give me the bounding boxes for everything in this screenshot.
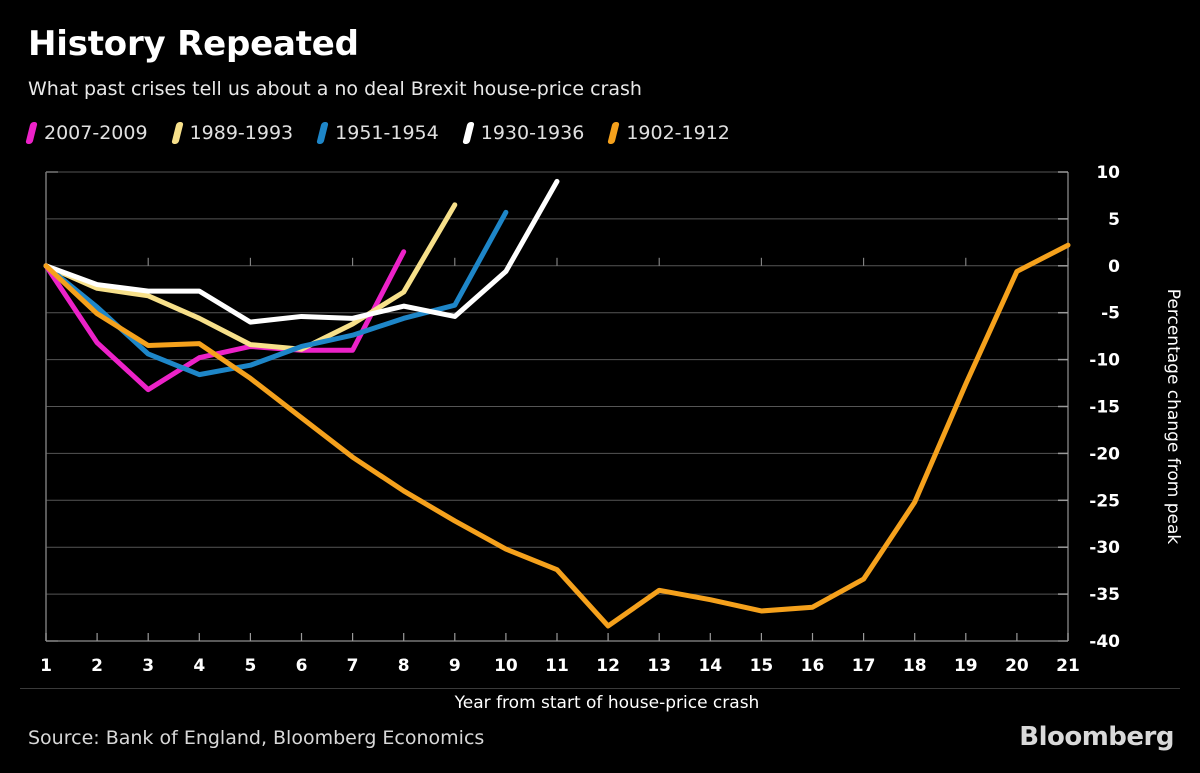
y-axis-tick-label: -10 (1089, 351, 1120, 371)
legend-swatch-icon (170, 122, 184, 144)
x-axis-tick-label: 15 (750, 656, 774, 676)
bloomberg-logo: Bloomberg (1019, 722, 1174, 752)
series-line-1930-1936[interactable] (43, 178, 560, 325)
legend-swatch-icon (25, 122, 38, 144)
legend-item-1989-1993[interactable]: 1989-1993 (170, 122, 294, 144)
y-axis-tick-label: -20 (1089, 444, 1120, 464)
x-axis-tick-label: 21 (1056, 656, 1080, 676)
page-title: History Repeated (28, 24, 359, 64)
x-axis-tick-label: 13 (647, 656, 671, 676)
y-axis-tick-label: 0 (1108, 257, 1120, 277)
legend-item-1930-1936[interactable]: 1930-1936 (461, 122, 585, 144)
source-note: Source: Bank of England, Bloomberg Econo… (28, 727, 485, 749)
y-axis-tick-label: 5 (1108, 210, 1120, 230)
chart-legend: 2007-2009 1989-1993 1951-1954 1930-1936 1902… (25, 122, 730, 144)
x-axis-title: Year from start of house-price crash (454, 693, 760, 713)
series-line-1951-1954[interactable] (43, 209, 509, 378)
legend-label: 1989-1993 (189, 122, 294, 144)
x-axis-tick-label: 11 (545, 656, 569, 676)
x-axis-tick-label: 17 (852, 656, 876, 676)
legend-swatch-icon (461, 122, 475, 144)
x-axis-tick-label: 4 (193, 656, 205, 676)
y-axis-tick-label: 10 (1096, 163, 1120, 183)
x-axis-tick-label: 12 (596, 656, 620, 676)
x-axis-tick-label: 10 (494, 656, 518, 676)
legend-swatch-icon (316, 122, 329, 144)
page-subtitle: What past crises tell us about a no deal… (28, 78, 642, 100)
legend-label: 1930-1936 (480, 122, 585, 144)
x-axis-tick-label: 3 (142, 656, 154, 676)
series-line-2007-2009[interactable] (43, 249, 407, 393)
legend-item-2007-2009[interactable]: 2007-2009 (25, 122, 148, 144)
x-axis-tick-label: 1 (40, 656, 52, 676)
y-axis-tick-label: -40 (1089, 632, 1120, 652)
y-axis-tick-label: -15 (1089, 398, 1120, 418)
x-axis-tick-label: 8 (398, 656, 410, 676)
legend-label: 1902-1912 (626, 122, 730, 144)
legend-label: 2007-2009 (44, 122, 148, 144)
x-axis-tick-label: 9 (449, 656, 461, 676)
y-axis-tick-label: -30 (1089, 538, 1120, 558)
x-axis-tick-label: 18 (903, 656, 927, 676)
x-axis-tick-label: 2 (91, 656, 103, 676)
legend-item-1951-1954[interactable]: 1951-1954 (316, 122, 439, 144)
x-axis-tick-label: 16 (801, 656, 825, 676)
footer-divider (20, 688, 1180, 689)
x-axis-tick-label: 14 (698, 656, 722, 676)
legend-swatch-icon (607, 122, 621, 144)
series-line-1902-1912[interactable] (43, 242, 1071, 629)
series-line-1989-1993[interactable] (43, 202, 458, 352)
legend-item-1902-1912[interactable]: 1902-1912 (607, 122, 730, 144)
x-axis-tick-label: 7 (347, 656, 359, 676)
x-axis-tick-label: 20 (1005, 656, 1029, 676)
x-axis-tick-label: 6 (296, 656, 308, 676)
y-axis-tick-label: -5 (1101, 304, 1120, 324)
x-axis-tick-label: 19 (954, 656, 978, 676)
y-axis-tick-label: -35 (1089, 585, 1120, 605)
x-axis-tick-label: 5 (244, 656, 256, 676)
y-axis-tick-label: -25 (1089, 491, 1120, 511)
y-axis-title: Percentage change from peak (1163, 289, 1183, 545)
legend-label: 1951-1954 (335, 122, 439, 144)
